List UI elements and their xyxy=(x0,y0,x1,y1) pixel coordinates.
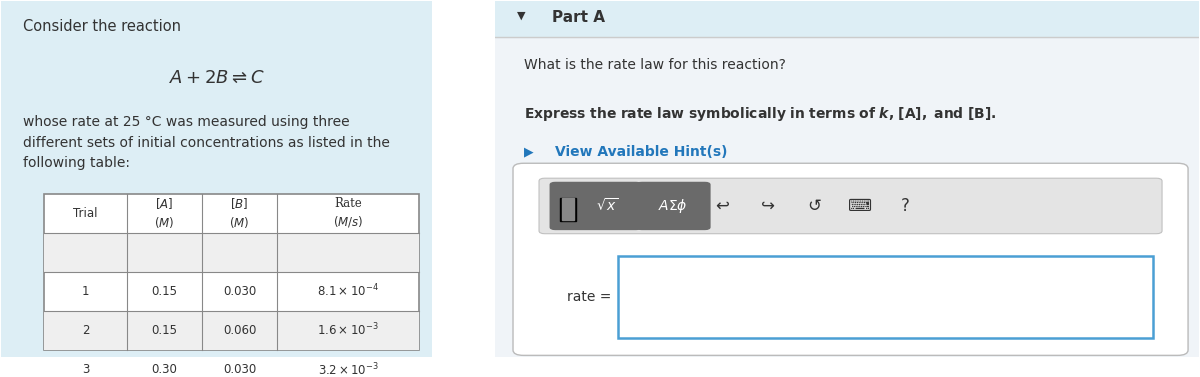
FancyBboxPatch shape xyxy=(44,311,420,350)
Text: 2: 2 xyxy=(82,324,90,337)
Text: $[B]$
$(M)$: $[B]$ $(M)$ xyxy=(229,196,250,230)
Text: ↩: ↩ xyxy=(715,197,730,215)
Text: $\sqrt{x}$: $\sqrt{x}$ xyxy=(596,198,619,215)
Text: $1.6\times10^{-3}$: $1.6\times10^{-3}$ xyxy=(317,322,379,339)
Text: What is the rate law for this reaction?: What is the rate law for this reaction? xyxy=(523,58,786,72)
FancyBboxPatch shape xyxy=(514,163,1188,356)
Text: Trial: Trial xyxy=(73,207,98,219)
Text: 0.030: 0.030 xyxy=(223,363,256,376)
Text: $\bf{Express\ the\ rate\ law\ symbolically\ in\ terms\ of}$ $\bfit{k}$$\bf{,}$ $: $\bf{Express\ the\ rate\ law\ symbolical… xyxy=(523,104,996,123)
Text: $A + 2B \rightleftharpoons C$: $A + 2B \rightleftharpoons C$ xyxy=(169,69,265,87)
Text: ↺: ↺ xyxy=(808,197,821,215)
FancyBboxPatch shape xyxy=(636,182,710,230)
Bar xyxy=(560,198,576,221)
Text: 0.15: 0.15 xyxy=(151,324,178,337)
Text: 0.15: 0.15 xyxy=(151,285,178,298)
FancyBboxPatch shape xyxy=(550,182,642,230)
Text: $8.1\times10^{-4}$: $8.1\times10^{-4}$ xyxy=(317,283,379,300)
FancyBboxPatch shape xyxy=(44,233,420,272)
Bar xyxy=(562,198,574,220)
Text: 0.060: 0.060 xyxy=(223,324,256,337)
Bar xyxy=(496,2,1199,37)
Text: $A\Sigma\phi$: $A\Sigma\phi$ xyxy=(659,197,688,215)
Text: ▼: ▼ xyxy=(516,10,526,20)
Text: $[A]$
$(M)$: $[A]$ $(M)$ xyxy=(155,196,175,230)
Text: ⌨: ⌨ xyxy=(847,197,871,215)
Text: 3: 3 xyxy=(82,363,90,376)
Text: Rate
$(M/s)$: Rate $(M/s)$ xyxy=(332,197,364,229)
FancyBboxPatch shape xyxy=(44,193,420,350)
Text: 0.30: 0.30 xyxy=(151,363,178,376)
Text: View Available Hint(s): View Available Hint(s) xyxy=(556,146,727,159)
Text: 0.030: 0.030 xyxy=(223,285,256,298)
Text: ▶: ▶ xyxy=(523,146,533,158)
Text: Part A: Part A xyxy=(552,10,605,25)
Text: 1: 1 xyxy=(82,285,90,298)
Text: whose rate at 25 °C was measured using three
different sets of initial concentra: whose rate at 25 °C was measured using t… xyxy=(23,115,390,170)
FancyBboxPatch shape xyxy=(539,178,1162,234)
Text: Consider the reaction: Consider the reaction xyxy=(23,19,181,34)
Text: $3.2\times10^{-3}$: $3.2\times10^{-3}$ xyxy=(318,361,379,377)
Text: ↪: ↪ xyxy=(761,197,775,215)
FancyBboxPatch shape xyxy=(618,256,1153,337)
Text: rate =: rate = xyxy=(568,290,612,303)
Text: ?: ? xyxy=(901,197,910,215)
